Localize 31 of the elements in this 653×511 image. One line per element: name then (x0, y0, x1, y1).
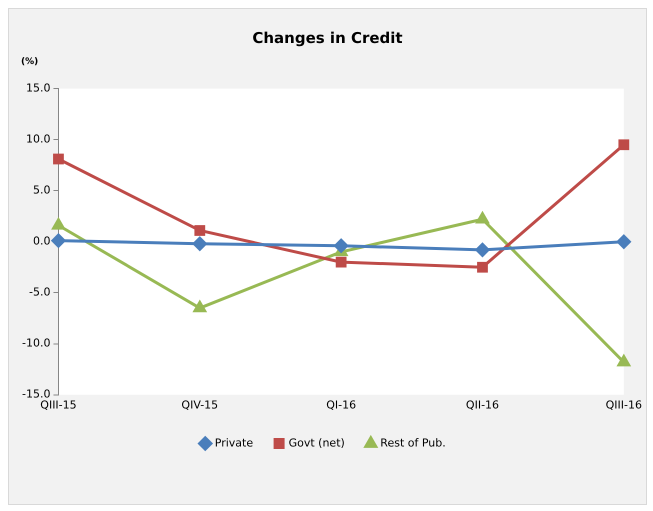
point (476, 212, 489, 224)
point (616, 234, 631, 249)
legend-label: Rest of Pub. (380, 436, 446, 450)
point (194, 301, 206, 312)
y-axis-title: (%) (21, 57, 38, 67)
y-tick-label: -10.0 (22, 336, 50, 350)
point (477, 262, 488, 273)
point (618, 355, 630, 366)
legend-label: Govt (net) (288, 436, 345, 450)
x-tick-label: QIII-16 (606, 398, 642, 412)
y-tick-label: 15.0 (26, 81, 50, 94)
point (194, 225, 206, 236)
x-tick-label: QIII-15 (40, 398, 77, 412)
y-tick-label: -5.0 (28, 286, 50, 299)
legend-label: Private (214, 436, 254, 450)
point (192, 236, 207, 251)
y-tick-label: 10.0 (26, 132, 50, 146)
point (336, 256, 347, 268)
y-tick-label: -15.0 (22, 388, 50, 401)
point (52, 218, 65, 230)
point (618, 139, 630, 150)
point (475, 242, 490, 257)
chart-title: Changes in Credit (251, 29, 404, 47)
y-tick-label: 5.0 (32, 184, 50, 197)
point (53, 154, 64, 164)
x-tick-label: QIV-15 (181, 398, 218, 412)
point (334, 238, 348, 253)
x-tick-label: QII-16 (466, 398, 500, 412)
point (51, 234, 66, 248)
y-tick-label: 0.0 (32, 234, 50, 248)
x-tick-label: QI-16 (326, 398, 356, 412)
